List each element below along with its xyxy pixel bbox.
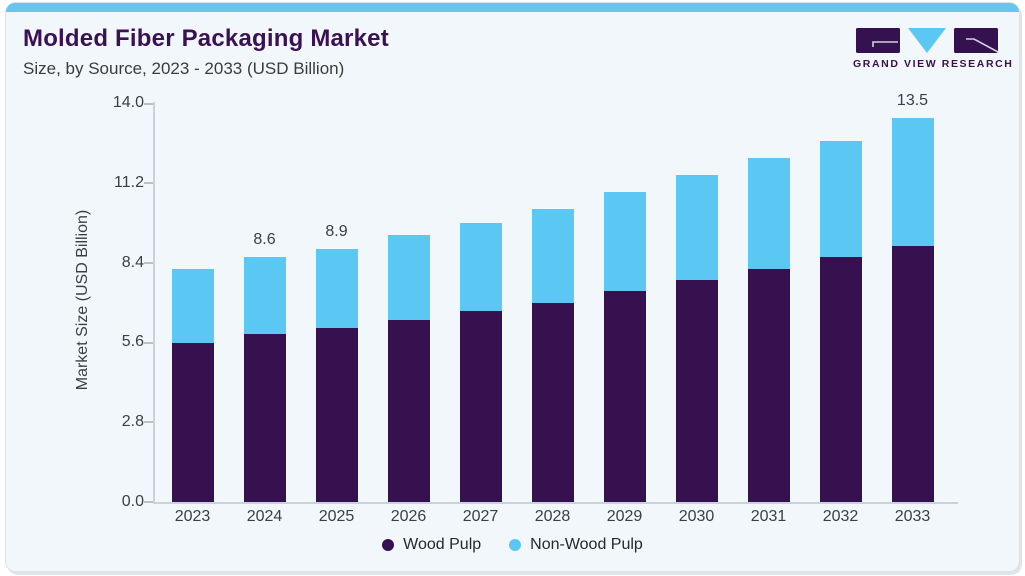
gvr-logo-text: GRAND VIEW RESEARCH <box>853 58 1014 70</box>
bar-segment-wood-pulp-2024 <box>243 334 286 502</box>
page-title: Molded Fiber Packaging Market <box>23 25 389 52</box>
y-tick-mark <box>144 501 153 503</box>
y-tick-mark <box>144 102 153 105</box>
bar-segment-wood-pulp-2031 <box>747 268 790 502</box>
bar-segment-wood-pulp-2025 <box>315 328 358 502</box>
legend-dot-icon <box>382 539 395 551</box>
bar-total-label-2025: 8.9 <box>325 222 348 240</box>
chart-legend: Wood Pulp Non-Wood Pulp <box>0 536 1025 554</box>
y-tick-mark <box>144 341 153 344</box>
legend-label: Wood Pulp <box>403 536 482 553</box>
bar-segment-non-wood-pulp-2026 <box>387 234 430 320</box>
x-axis-label-2032: 2032 <box>822 508 859 525</box>
y-tick-mark <box>144 262 153 265</box>
x-axis-label-2031: 2031 <box>750 508 787 525</box>
y-tick-mark <box>144 182 153 185</box>
bar-segment-wood-pulp-2027 <box>459 311 502 502</box>
bar-segment-wood-pulp-2028 <box>531 302 574 502</box>
bar-segment-wood-pulp-2032 <box>819 257 862 502</box>
x-axis-label-2027: 2027 <box>462 508 499 525</box>
y-tick-label: 11.2 <box>114 173 144 191</box>
x-axis-label-2024: 2024 <box>246 508 283 525</box>
y-tick-label: 8.4 <box>121 253 144 271</box>
bar-segment-wood-pulp-2026 <box>387 319 430 502</box>
top-accent-bar <box>6 3 1019 12</box>
bar-segment-non-wood-pulp-2028 <box>531 208 574 303</box>
grand-view-research-logo: GRAND VIEW RESEARCH <box>853 26 1014 70</box>
gvr-logo-icon <box>856 28 999 53</box>
bar-segment-wood-pulp-2030 <box>675 280 718 502</box>
bar-segment-non-wood-pulp-2030 <box>675 174 718 281</box>
y-tick-label: 14.0 <box>112 94 144 112</box>
bar-segment-non-wood-pulp-2033 <box>891 117 934 246</box>
page-subtitle: Size, by Source, 2023 - 2033 (USD Billio… <box>23 59 345 78</box>
y-tick-mark <box>144 421 153 424</box>
bar-total-label-2024: 8.6 <box>253 231 276 249</box>
bar-segment-wood-pulp-2023 <box>171 342 214 502</box>
bar-segment-non-wood-pulp-2027 <box>459 223 502 312</box>
y-tick-label: 5.6 <box>121 333 144 351</box>
bar-total-label-2033: 13.5 <box>896 91 929 109</box>
legend-item: Non-Wood Pulp <box>509 536 643 554</box>
y-tick-label: 0.0 <box>121 492 144 510</box>
y-axis-line <box>153 101 155 502</box>
y-tick-label: 2.8 <box>121 412 144 430</box>
legend-dot-icon <box>509 539 522 551</box>
bar-segment-wood-pulp-2033 <box>891 245 934 502</box>
x-axis-label-2028: 2028 <box>534 508 571 525</box>
bar-segment-non-wood-pulp-2023 <box>171 268 214 343</box>
bar-segment-non-wood-pulp-2029 <box>603 191 646 292</box>
x-axis-label-2025: 2025 <box>318 508 355 525</box>
x-axis-line <box>153 502 958 504</box>
x-axis-label-2029: 2029 <box>606 508 643 525</box>
x-axis-label-2030: 2030 <box>678 508 715 525</box>
y-axis-title: Market Size (USD Billion) <box>74 209 91 391</box>
x-axis-label-2033: 2033 <box>894 508 931 525</box>
x-axis-label-2026: 2026 <box>390 508 427 525</box>
bar-segment-non-wood-pulp-2032 <box>819 140 862 258</box>
bar-segment-non-wood-pulp-2025 <box>315 248 358 329</box>
legend-label: Non-Wood Pulp <box>530 536 643 553</box>
bar-segment-non-wood-pulp-2031 <box>747 157 790 269</box>
x-axis-label-2023: 2023 <box>174 508 211 525</box>
legend-item: Wood Pulp <box>382 536 481 554</box>
bar-segment-wood-pulp-2029 <box>603 291 646 502</box>
bar-segment-non-wood-pulp-2024 <box>243 257 286 335</box>
